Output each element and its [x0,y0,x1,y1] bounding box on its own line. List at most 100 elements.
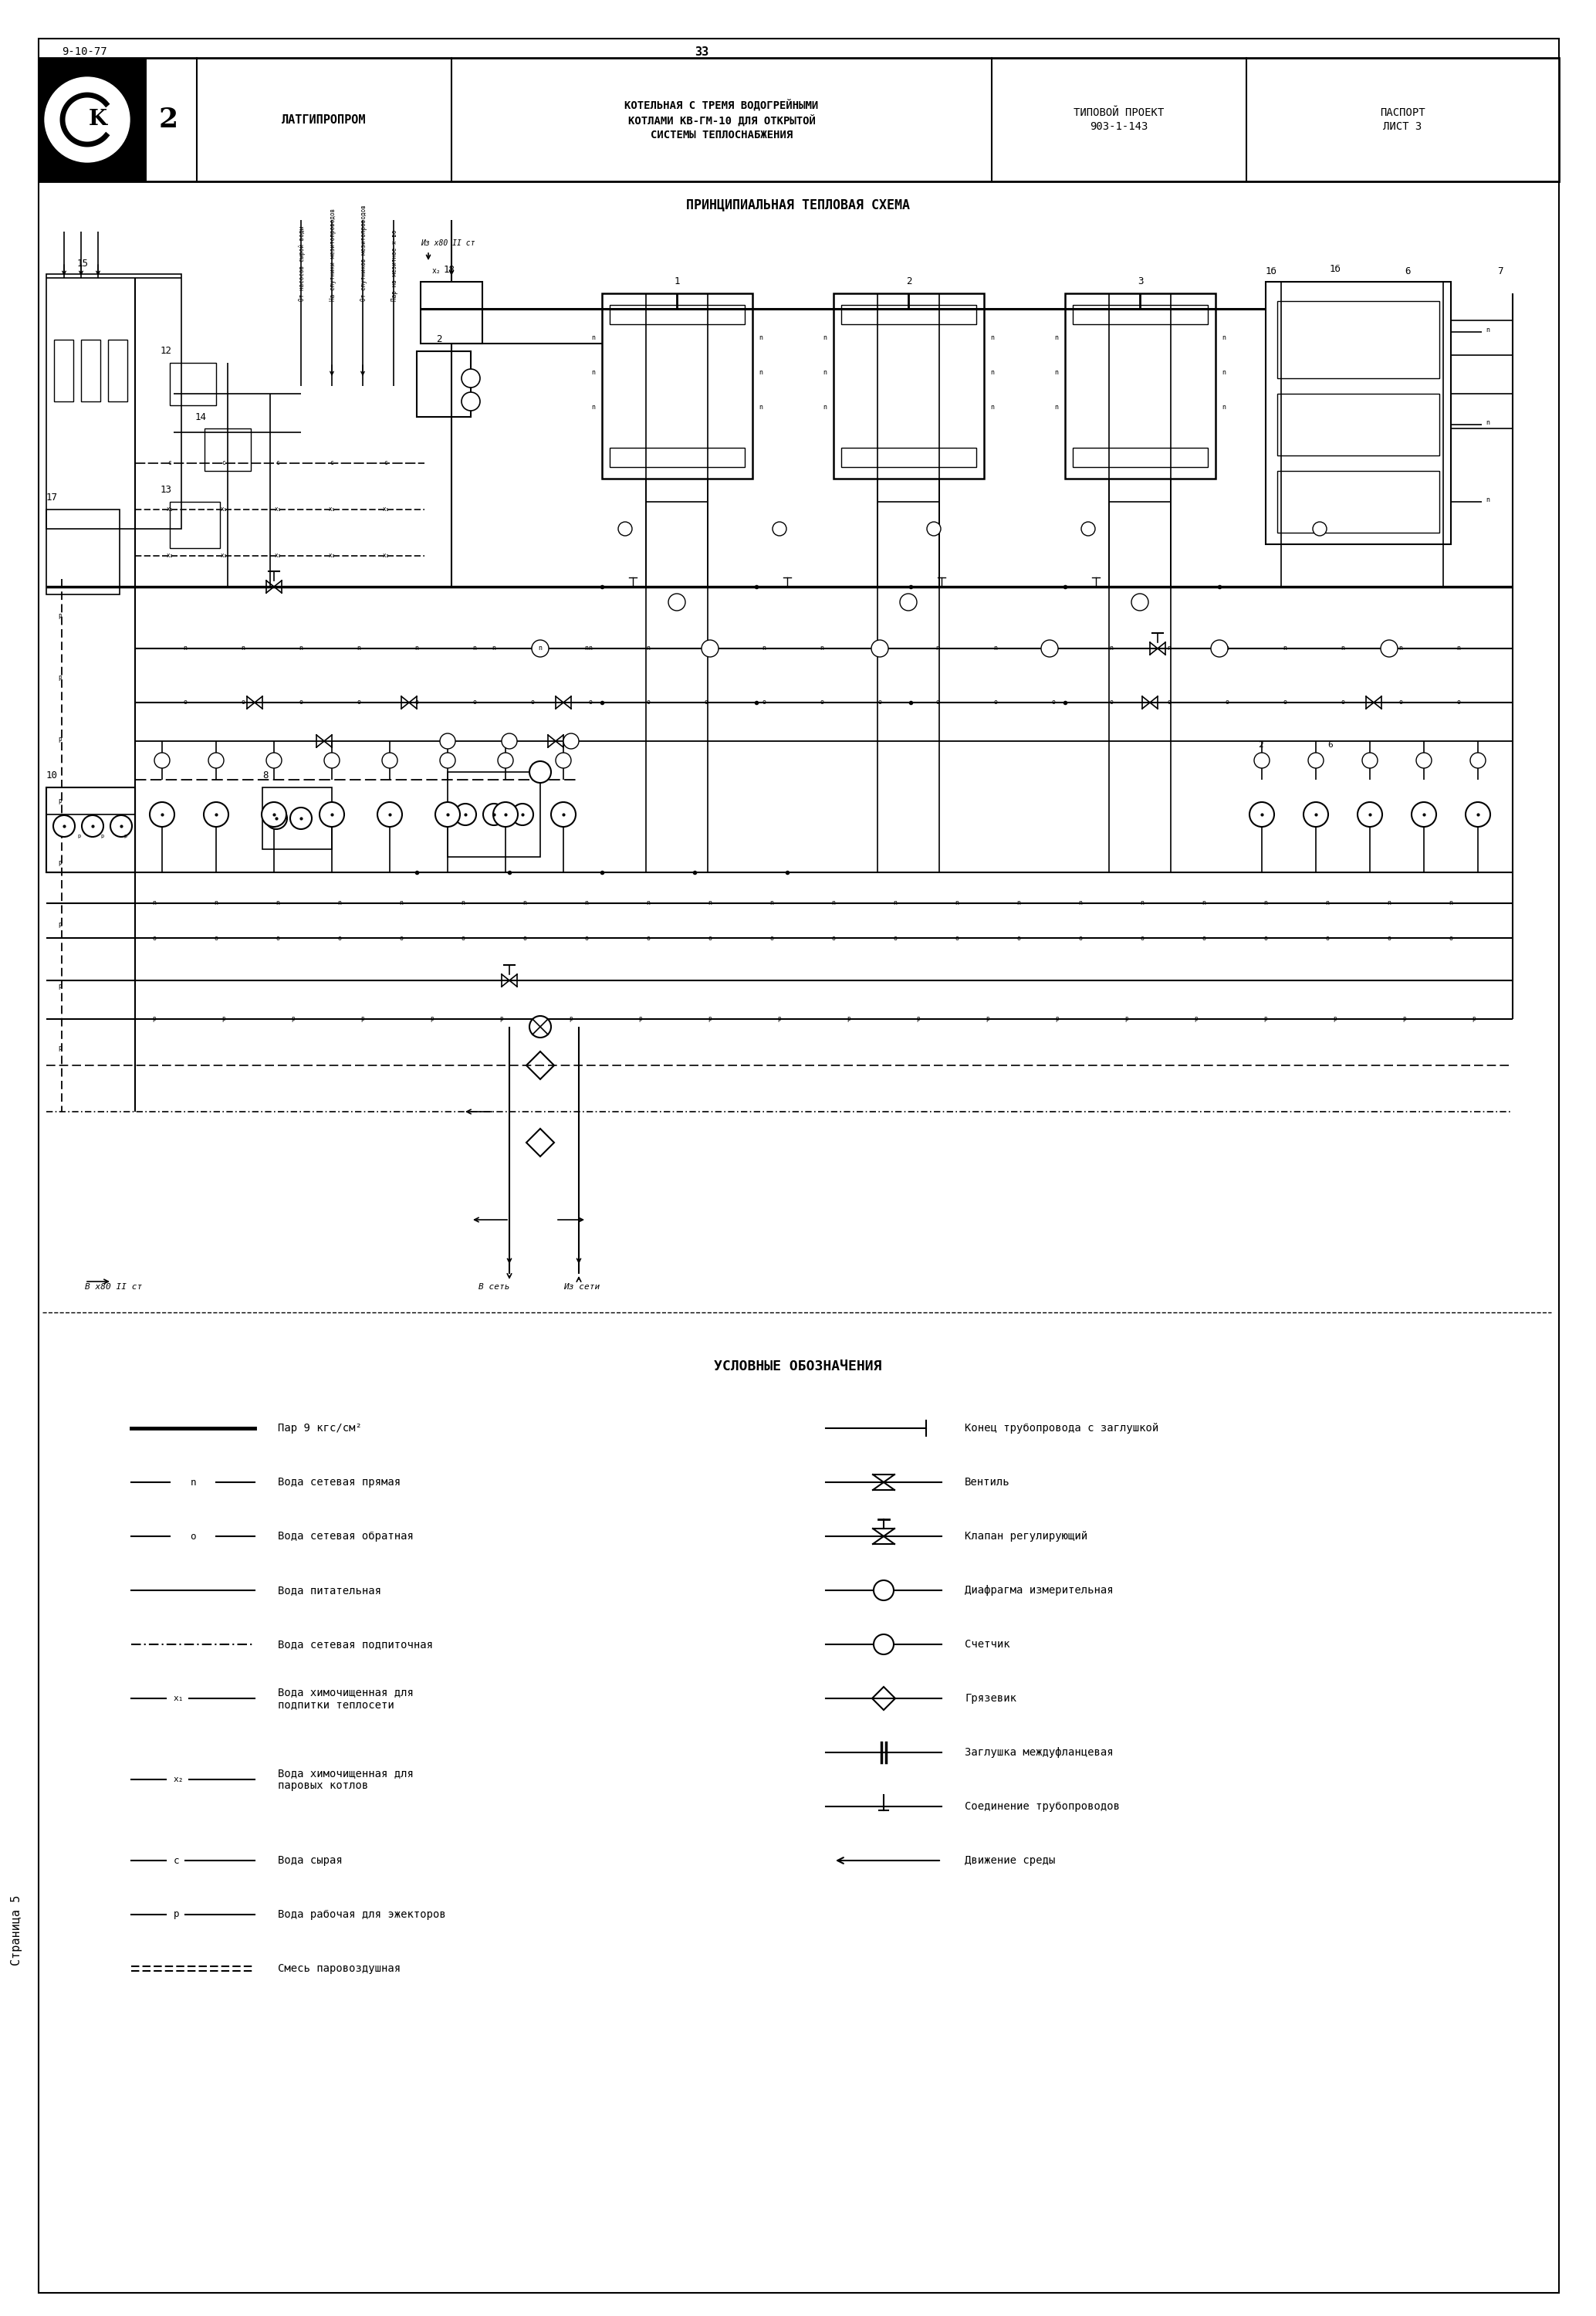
Text: 1б: 1б [1329,264,1341,273]
Text: 6: 6 [1328,741,1333,748]
Text: n: n [954,901,959,908]
Text: x₁: x₁ [174,1695,184,1702]
Text: 15: 15 [77,259,89,269]
Text: p: p [123,834,126,838]
Text: o: o [190,1531,196,1542]
Text: n: n [1052,644,1055,653]
Bar [1277,470,1440,533]
Circle shape [262,801,286,827]
Text: o: o [1109,699,1114,706]
Text: o: o [1387,933,1392,940]
Circle shape [873,1635,894,1654]
Text: 12: 12 [161,345,172,357]
Bar [204,428,251,470]
Text: p: p [57,922,62,929]
Text: o: o [1017,933,1021,940]
Bar [1266,283,1451,544]
Text: ПАСПОРТ
ЛИСТ 3: ПАСПОРТ ЛИСТ 3 [1381,107,1425,132]
Bar [610,447,745,468]
Text: n: n [646,901,650,908]
Circle shape [265,808,287,829]
Bar [417,352,471,417]
Circle shape [1314,521,1326,535]
Text: Вода сетевая прямая: Вода сетевая прямая [278,1478,401,1487]
Circle shape [1358,801,1382,827]
Text: Вода рабочая для эжекторов: Вода рабочая для эжекторов [278,1908,445,1920]
Circle shape [493,801,517,827]
Bar [38,58,147,181]
Text: o: o [184,699,187,706]
Bar [421,283,482,343]
Text: p: p [638,1014,642,1024]
Circle shape [381,753,397,769]
Circle shape [81,815,104,836]
Bar [1065,294,1216,479]
Text: n: n [461,901,464,908]
Text: n: n [1341,644,1345,653]
Text: o: o [584,933,589,940]
Text: На спутники мезитопроводов: На спутники мезитопроводов [329,208,337,301]
Circle shape [1132,593,1149,611]
Bar [447,771,539,857]
Bar [841,306,977,324]
Text: n: n [832,901,835,908]
Text: 2: 2 [907,276,911,287]
Text: n: n [1221,334,1226,340]
Text: o: o [1079,933,1082,940]
Text: Пар 9 кгс/см²: Пар 9 кгс/см² [278,1422,362,1434]
Text: o: o [769,933,774,940]
Circle shape [461,391,480,410]
Text: 8: 8 [262,771,268,780]
Text: n: n [472,644,477,653]
Circle shape [927,521,940,535]
Bar [81,340,101,401]
Text: p: p [292,1014,295,1024]
Circle shape [873,1580,894,1600]
Text: n: n [1457,644,1460,653]
Text: o: o [1167,699,1171,706]
Text: o: o [1140,933,1144,940]
Text: n: n [523,901,527,908]
Text: o: o [994,699,998,706]
Circle shape [209,753,223,769]
Bar [109,340,128,401]
Bar [1073,447,1208,468]
Text: n: n [358,644,361,653]
Text: o: o [338,933,342,940]
Text: p: p [916,1014,921,1024]
Circle shape [1211,639,1227,658]
Text: n: n [822,368,827,375]
Text: x₂: x₂ [174,1776,184,1783]
Text: В х80 II ст: В х80 II ст [85,1283,142,1290]
Text: p: p [1472,1014,1476,1024]
Text: 2: 2 [1258,741,1262,748]
Text: p: p [1403,1014,1406,1024]
Text: n: n [1055,403,1058,410]
Bar [169,364,215,405]
Circle shape [1465,801,1491,827]
Text: n: n [820,644,824,653]
Text: В сеть: В сеть [479,1283,509,1290]
Text: Движение среды: Движение среды [964,1855,1055,1867]
Text: Вода сетевая подпиточная: Вода сетевая подпиточная [278,1640,433,1649]
Text: n: n [1017,901,1021,908]
Text: p: p [174,1908,179,1920]
Circle shape [204,801,228,827]
Text: p: p [1055,1014,1060,1024]
Circle shape [530,762,551,783]
Text: Заглушка междуфланцевая: Заглушка междуфланцевая [964,1746,1114,1758]
Bar [262,787,332,850]
Text: Счетчик: Счетчик [964,1640,1010,1649]
Text: n: n [298,644,303,653]
Text: 10: 10 [46,771,57,780]
Text: c: c [222,459,225,468]
Circle shape [900,593,916,611]
Text: o: o [523,933,527,940]
Text: n: n [1140,901,1144,908]
Text: n: n [1055,334,1058,340]
Text: o: o [1326,933,1329,940]
Text: 1б: 1б [1266,266,1277,276]
Text: o: o [878,699,881,706]
Text: n: n [704,644,709,653]
Text: Диафрагма измерительная: Диафрагма измерительная [964,1584,1114,1596]
